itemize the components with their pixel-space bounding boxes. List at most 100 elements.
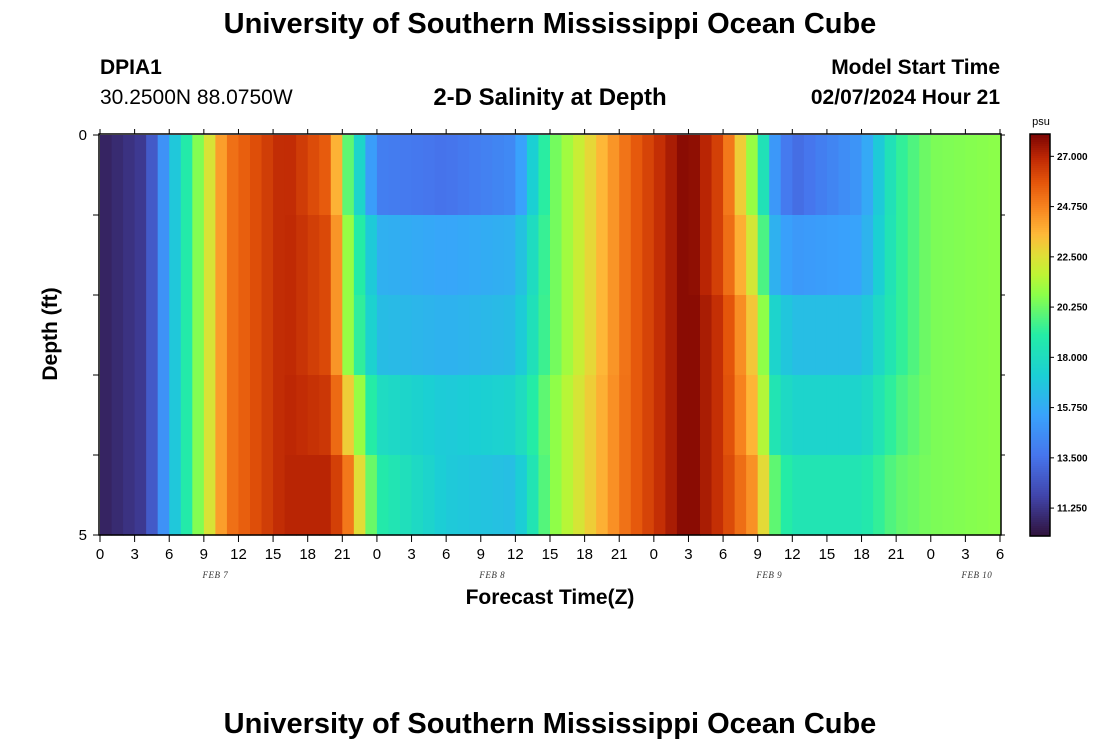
colorbar-swatch bbox=[1030, 394, 1050, 397]
x-tick-label: 18 bbox=[576, 546, 593, 563]
heatmap-cell bbox=[250, 215, 263, 296]
heatmap-cell bbox=[376, 455, 390, 536]
heatmap-cell bbox=[180, 295, 193, 376]
colorbar-swatch bbox=[1030, 320, 1050, 323]
heatmap-cell bbox=[723, 215, 736, 296]
heatmap-cell bbox=[561, 455, 574, 536]
colorbar-swatch bbox=[1030, 486, 1050, 489]
colorbar-swatch bbox=[1030, 462, 1050, 465]
heatmap-cell bbox=[192, 455, 205, 536]
heatmap-cell bbox=[296, 215, 309, 296]
heatmap-cell bbox=[861, 215, 874, 296]
colorbar-tick-label: 18.000 bbox=[1057, 353, 1088, 364]
colorbar-swatch bbox=[1030, 234, 1050, 237]
x-tick-label: 6 bbox=[442, 546, 450, 563]
heatmap-cell bbox=[676, 215, 690, 296]
heatmap-cell bbox=[423, 455, 436, 536]
colorbar-swatch bbox=[1030, 530, 1050, 533]
heatmap-cell bbox=[942, 375, 955, 456]
colorbar-swatch bbox=[1030, 488, 1050, 491]
heatmap-cell bbox=[815, 455, 828, 536]
heatmap-cell bbox=[826, 455, 840, 536]
colorbar-swatch bbox=[1030, 226, 1050, 229]
heatmap-cell bbox=[503, 135, 516, 216]
heatmap-cell bbox=[642, 135, 655, 216]
colorbar-swatch bbox=[1030, 468, 1050, 471]
heatmap-cell bbox=[676, 455, 690, 536]
heatmap-cell bbox=[976, 135, 990, 216]
heatmap-cell bbox=[111, 135, 124, 216]
heatmap-cell bbox=[307, 215, 320, 296]
heatmap-cell bbox=[273, 295, 286, 376]
colorbar-swatch bbox=[1030, 518, 1050, 521]
heatmap-cell bbox=[503, 455, 516, 536]
heatmap-cell bbox=[157, 295, 170, 376]
x-date-label: FEB 9 bbox=[755, 570, 782, 580]
heatmap-cell bbox=[792, 215, 805, 296]
heatmap-cell bbox=[273, 455, 286, 536]
colorbar-swatch bbox=[1030, 400, 1050, 403]
heatmap-cell bbox=[169, 375, 182, 456]
heatmap-cell bbox=[850, 455, 863, 536]
heatmap-cell bbox=[503, 375, 516, 456]
heatmap-cell bbox=[353, 295, 366, 376]
heatmap-cell bbox=[665, 455, 678, 536]
heatmap-cell bbox=[203, 135, 216, 216]
heatmap-cell bbox=[803, 455, 816, 536]
heatmap-cell bbox=[734, 455, 747, 536]
colorbar-swatch bbox=[1030, 220, 1050, 223]
y-axis-ticks: 05 bbox=[79, 127, 1005, 544]
colorbar-swatch bbox=[1030, 164, 1050, 167]
heatmap-cell bbox=[803, 295, 816, 376]
colorbar-swatch bbox=[1030, 354, 1050, 357]
heatmap-cell bbox=[469, 215, 482, 296]
colorbar-tick-label: 20.250 bbox=[1057, 303, 1088, 314]
heatmap-cell bbox=[284, 215, 297, 296]
colorbar-swatch bbox=[1030, 228, 1050, 231]
heatmap-cell bbox=[838, 455, 851, 536]
heatmap-cell bbox=[411, 455, 424, 536]
heatmap-cell bbox=[400, 295, 413, 376]
colorbar-swatch bbox=[1030, 340, 1050, 343]
heatmap-cell bbox=[100, 375, 113, 456]
heatmap-cell bbox=[550, 455, 563, 536]
heatmap-cell bbox=[861, 295, 874, 376]
colorbar-swatch bbox=[1030, 172, 1050, 175]
colorbar-swatch bbox=[1030, 136, 1050, 139]
colorbar-swatch bbox=[1030, 406, 1050, 409]
heatmap-cell bbox=[538, 135, 551, 216]
heatmap-cell bbox=[503, 295, 516, 376]
colorbar-swatch bbox=[1030, 278, 1050, 281]
heatmap-cell bbox=[919, 295, 932, 376]
heatmap-cell bbox=[711, 135, 724, 216]
colorbar-swatch bbox=[1030, 216, 1050, 219]
heatmap-cell bbox=[769, 215, 782, 296]
heatmap-cell bbox=[169, 455, 182, 536]
colorbar-swatch bbox=[1030, 246, 1050, 249]
heatmap-cell bbox=[884, 455, 897, 536]
x-tick-label: 6 bbox=[165, 546, 173, 563]
colorbar-swatch bbox=[1030, 250, 1050, 253]
x-tick-label: 3 bbox=[961, 546, 969, 563]
colorbar-swatch bbox=[1030, 352, 1050, 355]
heatmap-cell bbox=[157, 215, 170, 296]
heatmap-cell bbox=[930, 295, 943, 376]
heatmap-cell bbox=[480, 135, 493, 216]
heatmap-cell bbox=[492, 375, 505, 456]
heatmap-cell bbox=[423, 215, 436, 296]
heatmap-cell bbox=[434, 295, 447, 376]
heatmap-cell bbox=[607, 215, 620, 296]
colorbar-swatch bbox=[1030, 180, 1050, 183]
heatmap-cell bbox=[746, 295, 759, 376]
heatmap-cell bbox=[492, 135, 505, 216]
colorbar-swatch bbox=[1030, 344, 1050, 347]
colorbar-swatch bbox=[1030, 350, 1050, 353]
colorbar-swatch bbox=[1030, 204, 1050, 207]
heatmap-cell bbox=[550, 375, 563, 456]
heatmap-cell bbox=[192, 135, 205, 216]
heatmap-cell bbox=[400, 375, 413, 456]
colorbar-swatch bbox=[1030, 478, 1050, 481]
heatmap-cell bbox=[261, 295, 274, 376]
colorbar-swatch bbox=[1030, 508, 1050, 511]
colorbar-swatch bbox=[1030, 418, 1050, 421]
